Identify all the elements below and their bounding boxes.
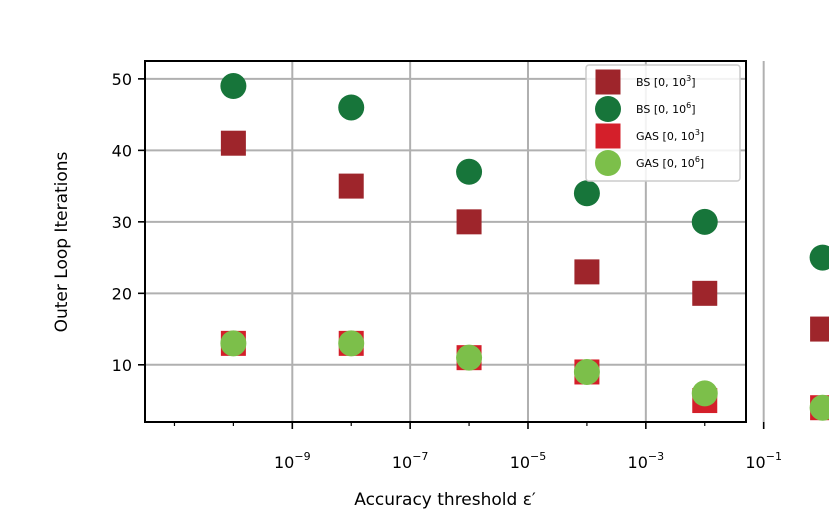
plot-frame — [144, 60, 747, 423]
x-tick-label: 10−1 — [745, 450, 782, 472]
point-series-2 — [809, 244, 829, 271]
x-tick-label: 10−5 — [510, 450, 547, 472]
point-series-4 — [220, 330, 247, 357]
point-series-1 — [574, 259, 600, 285]
point-series-1 — [810, 316, 829, 342]
point-series-2 — [691, 208, 718, 235]
axis-ticks: 10−9 10−7 10−5 10−3 10−1 10 20 30 40 50 — [112, 70, 782, 472]
x-tick-label: 10−3 — [628, 450, 665, 472]
point-series-4 — [338, 330, 365, 357]
point-series-4 — [691, 380, 718, 407]
data-points — [220, 73, 829, 421]
y-tick-label: 20 — [112, 284, 132, 303]
y-axis-label: Outer Loop Iterations — [52, 151, 72, 332]
point-series-4 — [809, 394, 829, 421]
legend-label-1: BS [0, 103] — [636, 74, 696, 89]
point-series-2 — [338, 94, 365, 121]
point-series-2 — [573, 180, 600, 207]
x-axis-label: Accuracy threshold ε′ — [354, 490, 536, 510]
y-tick-label: 10 — [112, 356, 132, 375]
point-series-1 — [338, 173, 364, 199]
point-series-1 — [456, 209, 482, 235]
legend-marker-4 — [595, 150, 621, 176]
y-tick-label: 50 — [112, 70, 132, 89]
point-series-4 — [573, 358, 600, 385]
legend-marker-1 — [595, 69, 621, 95]
point-series-1 — [220, 130, 246, 156]
point-series-1 — [692, 280, 718, 306]
legend-label-2: BS [0, 106] — [636, 101, 696, 116]
x-tick-label: 10−9 — [274, 450, 311, 472]
legend-label-4: GAS [0, 106] — [636, 155, 704, 170]
point-series-2 — [456, 158, 483, 185]
y-tick-label: 40 — [112, 141, 132, 160]
legend-label-3: GAS [0, 103] — [636, 128, 704, 143]
legend: BS [0, 103] BS [0, 106] GAS [0, 103] GAS [0… — [585, 64, 741, 182]
point-series-2 — [220, 73, 247, 100]
legend-marker-2 — [595, 96, 621, 122]
legend-marker-3 — [595, 123, 621, 149]
x-tick-label: 10−7 — [392, 450, 429, 472]
point-series-4 — [456, 344, 483, 371]
legend-box — [585, 64, 741, 182]
y-tick-label: 30 — [112, 213, 132, 232]
